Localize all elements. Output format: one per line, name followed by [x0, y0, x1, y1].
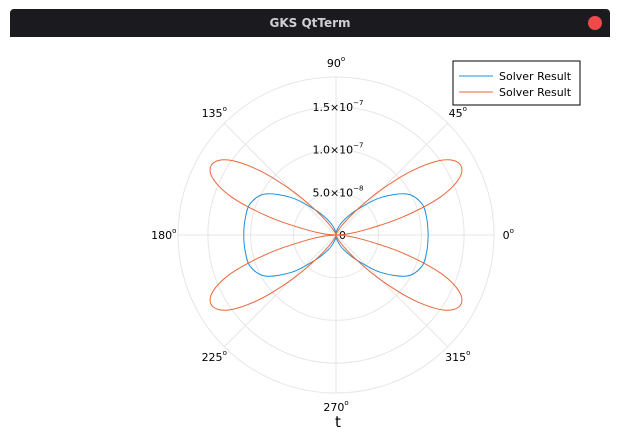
- close-button[interactable]: [588, 16, 602, 30]
- r-tick-label-1: 5.0×10−8: [312, 184, 363, 199]
- grid-spoke-135: [223, 122, 337, 236]
- x-axis-label: t: [335, 413, 341, 431]
- theta-tick-label-315: 315o: [445, 349, 470, 364]
- series-line-0: [243, 193, 429, 277]
- legend-label-0: Solver Result: [499, 70, 572, 83]
- series-line-1: [209, 159, 463, 311]
- theta-tick-label-45: 45o: [449, 105, 467, 120]
- legend-label-1: Solver Result: [499, 86, 572, 99]
- theta-tick-label-135: 135o: [202, 105, 227, 120]
- grid-spoke-225: [223, 234, 337, 348]
- legend-box: [452, 60, 581, 106]
- polar-grid: [177, 76, 495, 394]
- theta-tick-label-225: 225o: [202, 349, 227, 364]
- series-group: [209, 159, 463, 311]
- theta-tick-label-90: 90o: [327, 55, 345, 70]
- plot-area: 0 5.0×10−8 1.0×10−7 1.5×10−7 0o 45o 90o 135o 18…: [10, 37, 610, 445]
- window-title: GKS QtTerm: [269, 16, 351, 30]
- angular-tick-labels: 0o 45o 90o 135o 180o 225o 270o 315o: [151, 55, 514, 414]
- legend: Solver Result Solver Result: [452, 60, 581, 106]
- window-titlebar: GKS QtTerm: [10, 9, 610, 37]
- theta-tick-label-270: 270o: [323, 399, 348, 414]
- r-tick-label-2: 1.0×10−7: [312, 142, 363, 157]
- radial-tick-labels: 05.0×10−81.0×10−71.5×10−7: [312, 99, 363, 242]
- polar-chart: 05.0×10−81.0×10−71.5×10−7 0o45o90o135o18…: [151, 55, 581, 431]
- grid-spoke-45: [335, 122, 449, 236]
- theta-tick-label-180: 180o: [151, 227, 176, 242]
- theta-tick-label-0: 0o: [503, 227, 514, 242]
- r-tick-label-3: 1.5×10−7: [312, 99, 363, 114]
- grid-spoke-315: [335, 234, 449, 348]
